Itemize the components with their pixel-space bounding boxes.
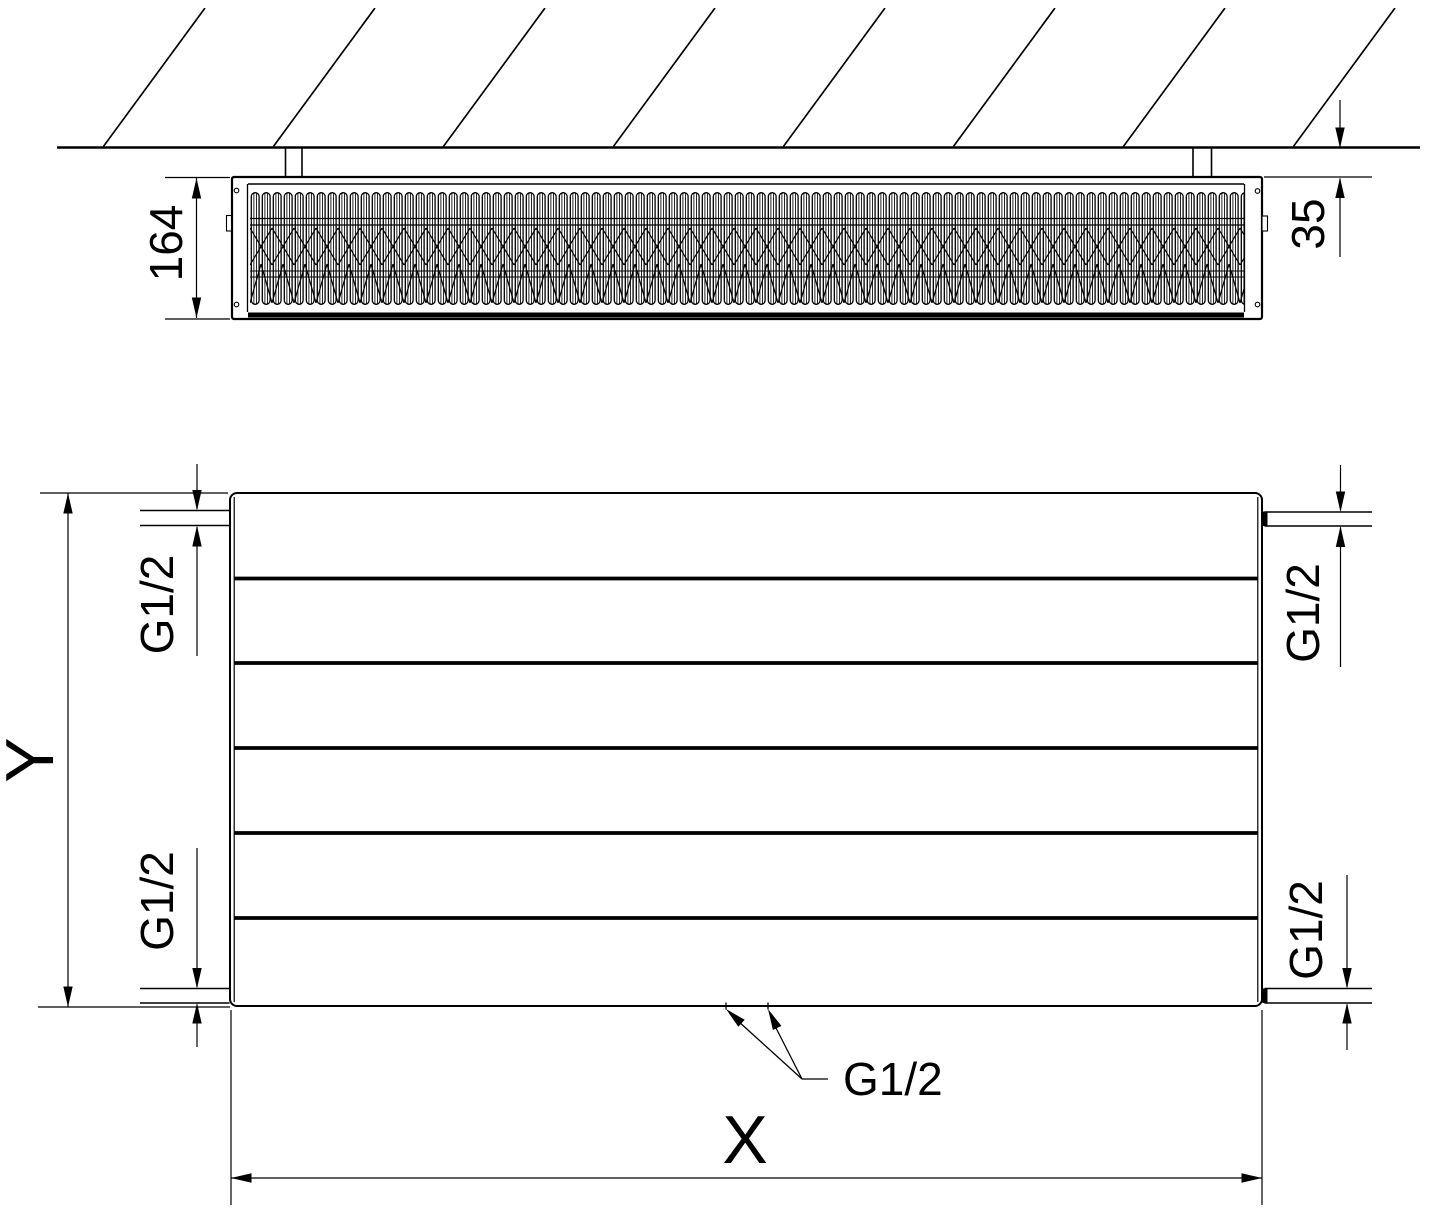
top-view: 164 35 [57, 8, 1420, 321]
end-cap-screw [233, 187, 240, 194]
dim-wall-clearance-label: 35 [1282, 198, 1334, 249]
side-clip-left [225, 214, 233, 232]
connection-bottom-left: G1/2 [131, 848, 230, 1047]
dim-height-label: Y [0, 737, 68, 782]
connection-top-right: G1/2 [1262, 465, 1372, 667]
wall-bracket-right [1192, 148, 1213, 177]
connection-bottom-center-label: G1/2 [843, 1053, 943, 1105]
end-cap-screw [1254, 301, 1261, 308]
dim-width-label: X [722, 1102, 767, 1178]
dim-width: X [230, 1010, 1263, 1205]
connection-bottom-right: G1/2 [1262, 875, 1372, 1050]
end-cap-screw [233, 301, 240, 308]
wall-bracket-left [284, 148, 303, 177]
connection-bottom-center: G1/2 [725, 1002, 943, 1105]
connection-top-left-label: G1/2 [131, 555, 183, 655]
end-cap-screw [1254, 188, 1261, 194]
dim-height: Y [0, 492, 230, 1008]
connection-top-right-label: G1/2 [1277, 563, 1329, 663]
connection-bottom-right-label: G1/2 [1280, 880, 1332, 980]
side-clip-right [1261, 215, 1269, 232]
dim-wall-clearance: 35 [1264, 100, 1372, 257]
dim-depth: 164 [140, 176, 230, 320]
connection-bottom-left-label: G1/2 [131, 851, 183, 951]
convector-fin-grille [250, 192, 1244, 305]
radiator-top-view [225, 175, 1269, 321]
dim-depth-label: 164 [140, 205, 192, 282]
wall-hatch [57, 8, 1420, 147]
connection-top-left: G1/2 [131, 464, 230, 656]
front-view: G1/2 G1/2 G1/2 [0, 464, 1372, 1205]
